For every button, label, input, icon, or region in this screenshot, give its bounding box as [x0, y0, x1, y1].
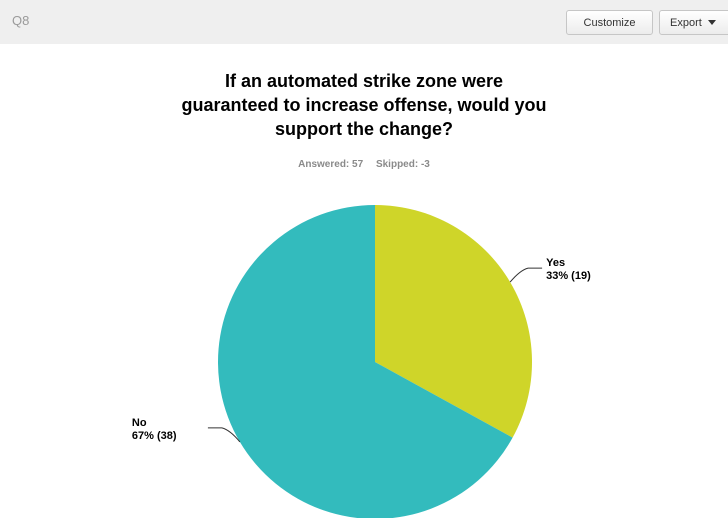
leader-line-no: [207, 427, 241, 443]
answered-count: Answered: 57: [298, 159, 364, 170]
pie-slice-no[interactable]: [218, 205, 513, 518]
question-number: Q8: [12, 13, 30, 28]
question-header-bar: Q8 Customize Export: [0, 0, 728, 44]
slice-label-yes: Yes: [546, 257, 565, 269]
slice-label-no: No: [132, 417, 147, 429]
response-stats: Answered: 57 Skipped: -3: [114, 159, 614, 170]
chart-title-line: If an automated strike zone were: [224, 71, 504, 91]
export-button-label: Export: [670, 16, 702, 29]
leader-line-yes: [509, 267, 543, 283]
chart-title-line: support the change?: [274, 119, 453, 139]
caret-down-icon: [707, 20, 716, 25]
customize-button[interactable]: Customize: [566, 10, 653, 35]
chart-title: If an automated strike zone were guarant…: [114, 69, 614, 141]
slice-value-no: 67% (38): [132, 430, 177, 442]
chart-title-line: guaranteed to increase offense, would yo…: [181, 95, 547, 115]
export-button[interactable]: Export: [659, 10, 728, 35]
slice-value-yes: 33% (19): [546, 270, 591, 282]
skipped-count: Skipped: -3: [375, 159, 430, 170]
pie-slice-yes[interactable]: [375, 205, 533, 438]
customize-button-label: Customize: [583, 16, 636, 29]
